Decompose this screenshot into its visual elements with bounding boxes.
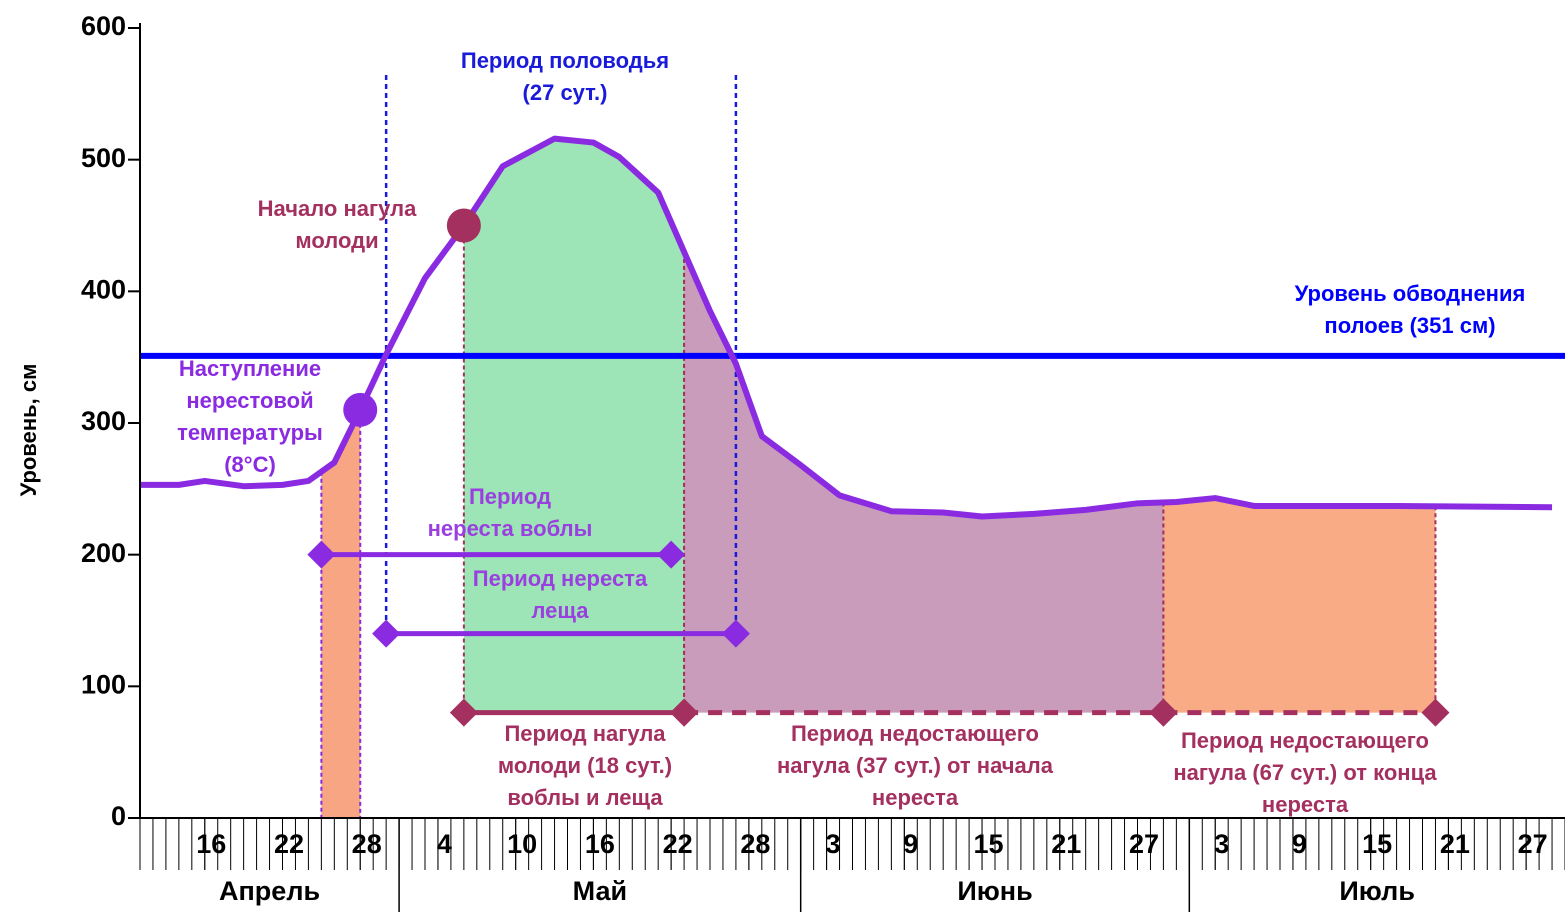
event-label: температуры	[177, 420, 323, 445]
x-tick-label: 4	[437, 829, 452, 859]
period-label: Период недостающего	[791, 721, 1039, 746]
period-label: нагула (67 сут.) от конца	[1173, 760, 1437, 785]
period-label: Период нагула	[504, 721, 666, 746]
x-tick-label: 10	[507, 829, 537, 859]
x-tick-label: 21	[1051, 829, 1081, 859]
period-label: Период	[469, 484, 551, 509]
event-label: Наступление	[179, 356, 321, 381]
period-label: леща	[532, 598, 590, 623]
y-tick-label: 400	[81, 274, 126, 304]
chart: Уровень, см Период половодья (27 сут.) Уро…	[0, 0, 1565, 912]
flood-label: Период половодья	[461, 48, 669, 73]
month-label: Май	[573, 876, 627, 906]
x-tick-label: 28	[740, 829, 770, 859]
reference-label: Уровень обводнения	[1295, 281, 1526, 306]
period-label: нагула (37 сут.) от начала	[777, 753, 1054, 778]
x-tick-label: 21	[1440, 829, 1470, 859]
x-tick-label: 3	[1214, 829, 1229, 859]
y-tick-label: 200	[81, 538, 126, 568]
y-tick-label: 100	[81, 669, 126, 699]
flood-label: (27 сут.)	[523, 80, 608, 105]
x-tick-label: 27	[1518, 829, 1548, 859]
x-tick-label: 22	[274, 829, 304, 859]
event-label: Начало нагула	[258, 196, 417, 221]
y-tick-label: 600	[81, 11, 126, 41]
period-label: нереста	[872, 785, 959, 810]
x-tick-label: 22	[663, 829, 693, 859]
event-marker	[447, 209, 481, 243]
period-label: воблы и леща	[507, 785, 663, 810]
x-tick-label: 27	[1129, 829, 1159, 859]
y-tick-label: 300	[81, 406, 126, 436]
reference-label: полоев (351 см)	[1324, 313, 1495, 338]
y-tick-label: 0	[111, 801, 126, 831]
x-tick-label: 16	[196, 829, 226, 859]
month-label: Июнь	[957, 876, 1032, 906]
month-label: Июль	[1339, 876, 1415, 906]
x-tick-label: 28	[352, 829, 382, 859]
month-label: Апрель	[219, 876, 320, 906]
period-label: Период нереста	[473, 566, 648, 591]
x-tick-label: 16	[585, 829, 615, 859]
x-tick-label: 9	[903, 829, 918, 859]
x-tick-label: 15	[973, 829, 1003, 859]
area-region	[464, 139, 684, 713]
event-label: нерестовой	[186, 388, 313, 413]
x-tick-label: 3	[826, 829, 841, 859]
x-tick-label: 15	[1362, 829, 1392, 859]
area-region	[1163, 498, 1435, 713]
period-label: нереста	[1262, 792, 1349, 817]
event-label: (8°C)	[224, 452, 276, 477]
y-tick-label: 500	[81, 143, 126, 173]
period-label: нереста воблы	[428, 516, 593, 541]
period-label: Период недостающего	[1181, 728, 1429, 753]
period-label: молоди (18 сут.)	[498, 753, 672, 778]
event-label: молоди	[295, 228, 378, 253]
event-marker	[343, 393, 377, 427]
x-tick-label: 9	[1292, 829, 1307, 859]
y-axis-label: Уровень, см	[16, 364, 41, 497]
